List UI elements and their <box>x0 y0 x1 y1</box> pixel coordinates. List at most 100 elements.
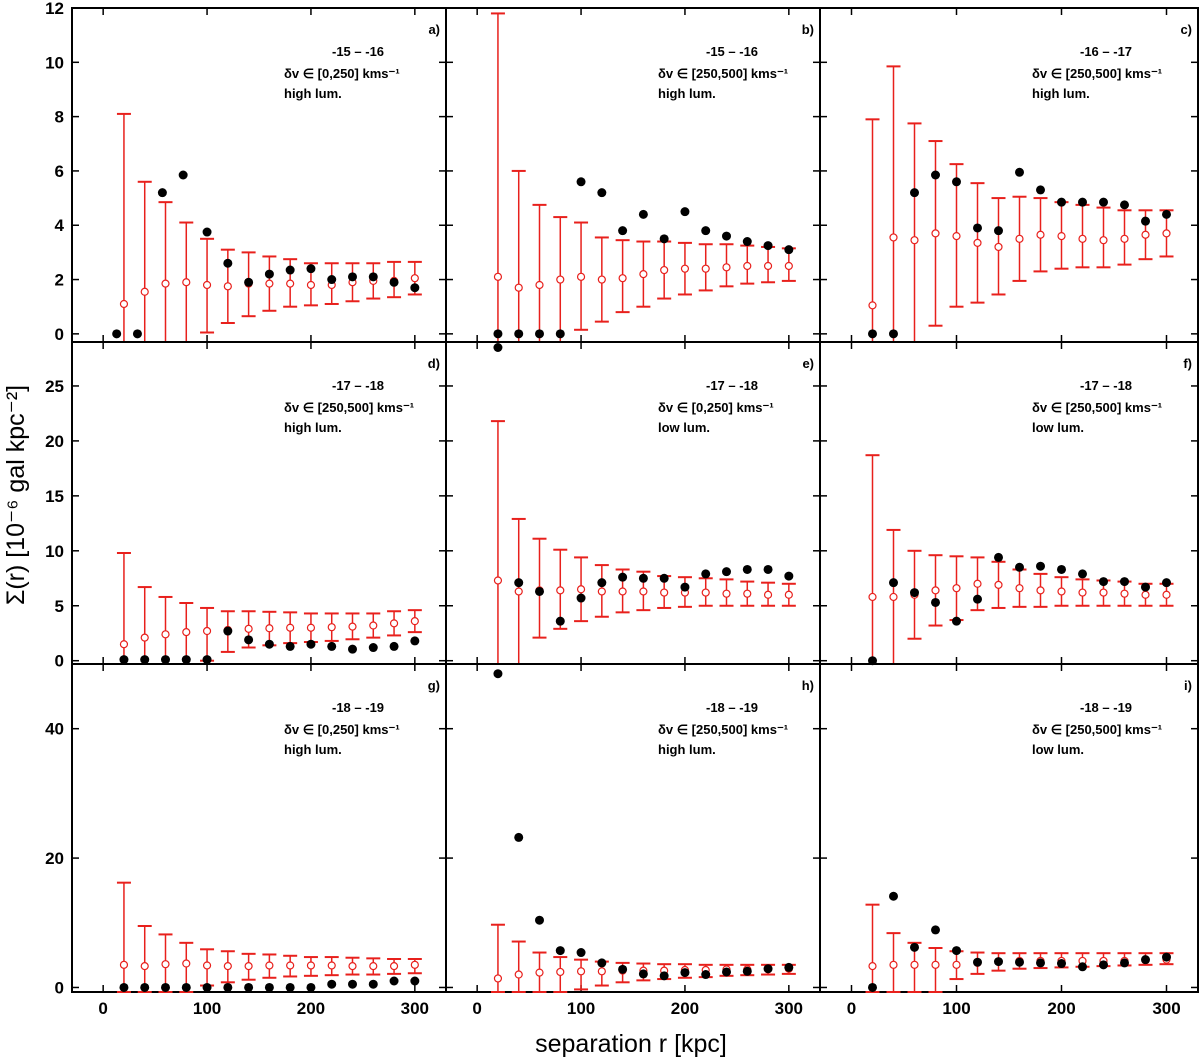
random-point <box>369 621 378 630</box>
observed-point <box>1141 955 1150 965</box>
luminosity-label: high lum. <box>658 86 716 101</box>
mag-range-label: -17 – -18 <box>706 378 758 393</box>
panel-label: a) <box>428 22 440 37</box>
panel-label: e) <box>802 356 814 371</box>
figure-ylabel: Σ(r) [10⁻⁶ gal kpc⁻²] <box>2 385 30 605</box>
observed-point <box>1036 958 1045 968</box>
random-point <box>535 968 544 977</box>
observed-point <box>285 265 295 275</box>
random-point <box>119 299 129 309</box>
y-tick-label: 20 <box>45 432 64 451</box>
random-point <box>493 974 503 983</box>
x-tick-label: 0 <box>472 999 481 1018</box>
observed-point <box>994 552 1003 562</box>
observed-point <box>327 275 337 285</box>
random-point <box>910 236 919 245</box>
dv-range-label: δv ∈ [250,500] kms⁻¹ <box>658 722 788 737</box>
random-point <box>389 962 399 971</box>
panel-label: b) <box>802 22 814 37</box>
observed-point <box>910 188 919 198</box>
random-point <box>973 579 982 588</box>
panel-h: 0 100 200 300 h) -18 – -19 δv ∈ [250,500] kms⁻… <box>445 663 821 1018</box>
random-point <box>973 238 982 247</box>
mag-range-label: -18 – -19 <box>332 700 384 715</box>
random-point <box>182 628 191 637</box>
random-point <box>410 960 419 969</box>
observed-point <box>1120 958 1129 968</box>
random-point <box>597 967 606 976</box>
panel-d: 0 5 10 15 20 25 d) -17 – -18 δv ∈ [250,500] kms⁻… <box>45 341 447 671</box>
observed-point <box>535 329 544 339</box>
random-point <box>952 960 961 969</box>
y-tick-label: 10 <box>45 53 64 72</box>
observed-point <box>889 329 898 339</box>
observed-point <box>555 946 565 956</box>
observed-point <box>202 655 212 665</box>
x-tick-label: 200 <box>297 999 325 1018</box>
observed-point <box>555 616 565 626</box>
random-point <box>597 275 606 284</box>
observed-point <box>514 578 524 588</box>
random-point <box>994 580 1003 589</box>
panels-layer: 0 2 4 6 8 10 12 a) -15 – -16 δv ∈ [0,250] kms⁻¹ hi… <box>45 0 1199 1018</box>
x-tick-label: 100 <box>567 999 595 1018</box>
random-point <box>161 279 170 288</box>
observed-point <box>680 207 690 217</box>
random-point <box>1015 584 1024 593</box>
observed-point <box>722 231 731 241</box>
observed-point <box>638 573 648 583</box>
observed-point <box>140 982 150 992</box>
random-point <box>535 280 544 290</box>
observed-point <box>327 979 337 989</box>
panel-frame <box>445 663 821 993</box>
observed-point <box>1120 200 1129 210</box>
panel-c: c) -16 – -17 δv ∈ [250,500] kms⁻¹ high lum. <box>819 7 1199 343</box>
luminosity-label: low lum. <box>1032 420 1084 435</box>
random-point <box>1120 589 1129 598</box>
dv-range-label: δv ∈ [250,500] kms⁻¹ <box>1032 722 1162 737</box>
observed-point <box>910 588 919 598</box>
random-point <box>680 264 690 273</box>
observed-point <box>618 964 628 974</box>
observed-point <box>742 237 752 247</box>
random-point <box>784 590 793 599</box>
dv-range-label: δv ∈ [0,250] kms⁻¹ <box>284 722 400 737</box>
observed-point <box>952 177 961 187</box>
random-point <box>327 623 336 632</box>
panel-g: 0 100 200 300 0 20 40 g) -18 – -19 δv ∈ [0,250] k… <box>45 663 447 1018</box>
random-point <box>265 624 274 633</box>
observed-point <box>618 226 628 236</box>
random-point <box>265 279 274 288</box>
observed-point <box>306 264 316 274</box>
observed-point <box>889 891 898 901</box>
observed-point <box>597 188 607 198</box>
observed-point <box>931 597 940 607</box>
x-tick-label: 300 <box>775 999 803 1018</box>
mag-range-label: -17 – -18 <box>332 378 384 393</box>
random-point <box>244 624 253 633</box>
y-tick-label: 40 <box>45 720 64 739</box>
random-point <box>327 961 336 970</box>
dv-range-label: δv ∈ [0,250] kms⁻¹ <box>658 400 774 415</box>
random-point <box>763 261 773 271</box>
random-point <box>1057 231 1066 241</box>
observed-point <box>348 272 357 282</box>
y-tick-label: 25 <box>45 377 64 396</box>
random-point <box>994 242 1003 252</box>
observed-point <box>112 329 122 339</box>
y-tick-label: 0 <box>55 978 64 997</box>
observed-point <box>244 635 254 645</box>
random-point <box>931 586 940 595</box>
random-point <box>306 623 316 632</box>
random-point <box>514 587 523 596</box>
observed-point <box>994 226 1003 236</box>
luminosity-label: low lum. <box>658 420 710 435</box>
random-point <box>701 264 710 273</box>
observed-point <box>178 170 188 180</box>
y-tick-label: 20 <box>45 849 64 868</box>
observed-point <box>368 643 378 653</box>
random-point <box>514 283 523 292</box>
observed-point <box>410 283 420 293</box>
panel-a: 0 2 4 6 8 10 12 a) -15 – -16 δv ∈ [0,250] kms⁻¹ hi… <box>45 0 447 344</box>
random-point <box>244 962 253 971</box>
